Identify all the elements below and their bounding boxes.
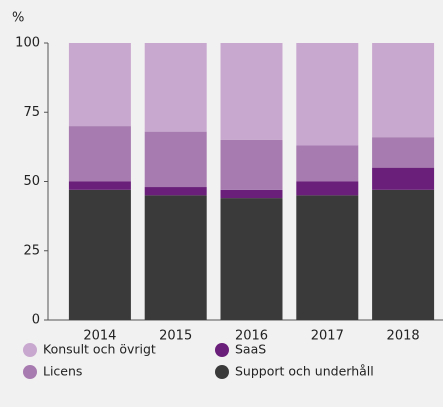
legend-swatch — [215, 343, 229, 357]
bar-segment — [220, 139, 283, 190]
y-tick-label: 0 — [32, 313, 40, 328]
bar-segment — [372, 137, 435, 168]
x-tick-label: 2015 — [159, 329, 192, 344]
y-tick-label: 25 — [23, 243, 40, 258]
y-tick-label: 100 — [15, 36, 40, 51]
y-tick-label: 50 — [23, 174, 40, 189]
legend-label: Licens — [43, 364, 82, 379]
y-tick-label: 75 — [23, 105, 40, 120]
legend-swatch — [23, 343, 37, 357]
bar-segment — [372, 189, 435, 320]
bar-segment — [372, 43, 435, 138]
bar-segment — [296, 195, 359, 320]
bar-segment — [68, 126, 131, 182]
bar-segment — [68, 189, 131, 320]
bar-segment — [220, 43, 283, 140]
bar-segment — [220, 189, 283, 199]
x-tick-label: 2016 — [235, 329, 268, 344]
bar-segment — [220, 198, 283, 320]
legend-label: SaaS — [235, 342, 266, 357]
bar-segment — [296, 181, 359, 196]
legend-swatch — [23, 365, 37, 379]
x-tick-label: 2018 — [387, 329, 420, 344]
y-axis-label: % — [12, 11, 24, 26]
x-tick-label: 2014 — [83, 329, 116, 344]
bar-segment — [68, 43, 131, 127]
bar-segment — [296, 43, 359, 146]
legend-label: Konsult och övrigt — [43, 342, 156, 357]
bar-segment — [296, 145, 359, 182]
bar-segment — [68, 181, 131, 190]
bar-segment — [144, 131, 207, 188]
bar-segment — [144, 43, 207, 132]
bar-segment — [144, 195, 207, 320]
x-tick-label: 2017 — [311, 329, 344, 344]
legend-label: Support och underhåll — [235, 364, 374, 379]
bar-segment — [144, 187, 207, 196]
legend: Support och underhåll SaaS Licens Konsult o… — [23, 342, 374, 379]
bar-segment — [372, 167, 435, 190]
legend-swatch — [215, 365, 229, 379]
